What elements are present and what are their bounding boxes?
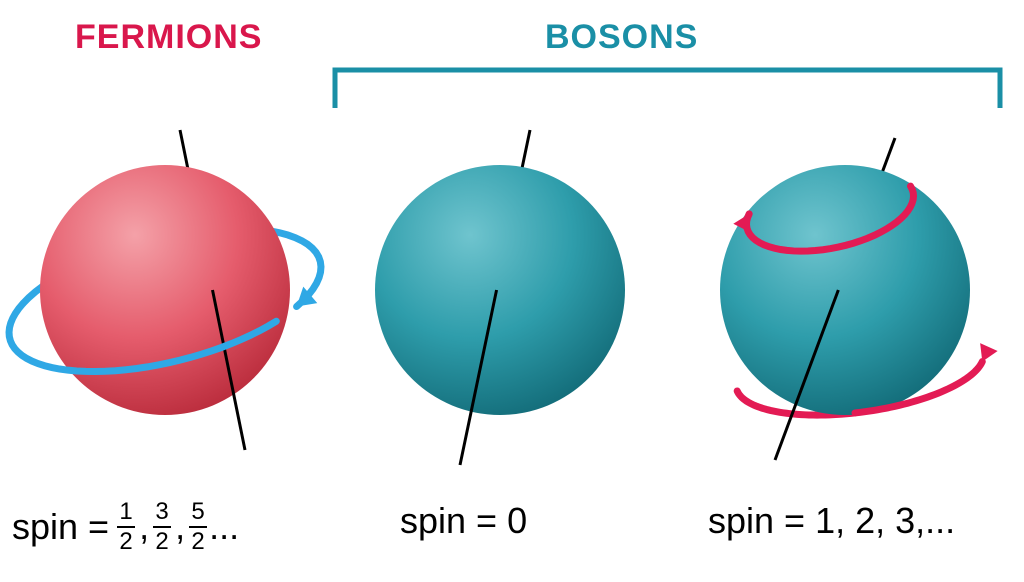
fraction: 52 <box>189 500 207 554</box>
boson1-spin-label: spin = 1, 2, 3,... <box>708 500 955 542</box>
diagram-stage: FERMIONS BOSONS <box>0 0 1024 582</box>
fraction: 32 <box>153 500 171 554</box>
boson1-particle <box>720 138 998 460</box>
fermion-spin-label: spin = 12, 32, 52 ... <box>12 500 239 554</box>
boson0-sphere <box>375 165 625 415</box>
boson1-sphere <box>720 165 970 415</box>
fraction: 12 <box>117 500 135 554</box>
fermion-fractions: 12, 32, 52 <box>117 500 207 554</box>
fermion-spin-suffix: ... <box>209 506 239 548</box>
boson1-arrow-bottom-head <box>980 343 997 362</box>
boson0-spin-text: spin = 0 <box>400 500 527 542</box>
fermion-particle <box>9 130 321 450</box>
boson0-particle <box>375 130 625 465</box>
fermion-spin-prefix: spin = <box>12 506 109 548</box>
boson0-spin-label: spin = 0 <box>400 500 527 542</box>
fermion-sphere <box>40 165 290 415</box>
particles-svg <box>0 0 1024 582</box>
boson1-spin-text: spin = 1, 2, 3,... <box>708 500 955 542</box>
